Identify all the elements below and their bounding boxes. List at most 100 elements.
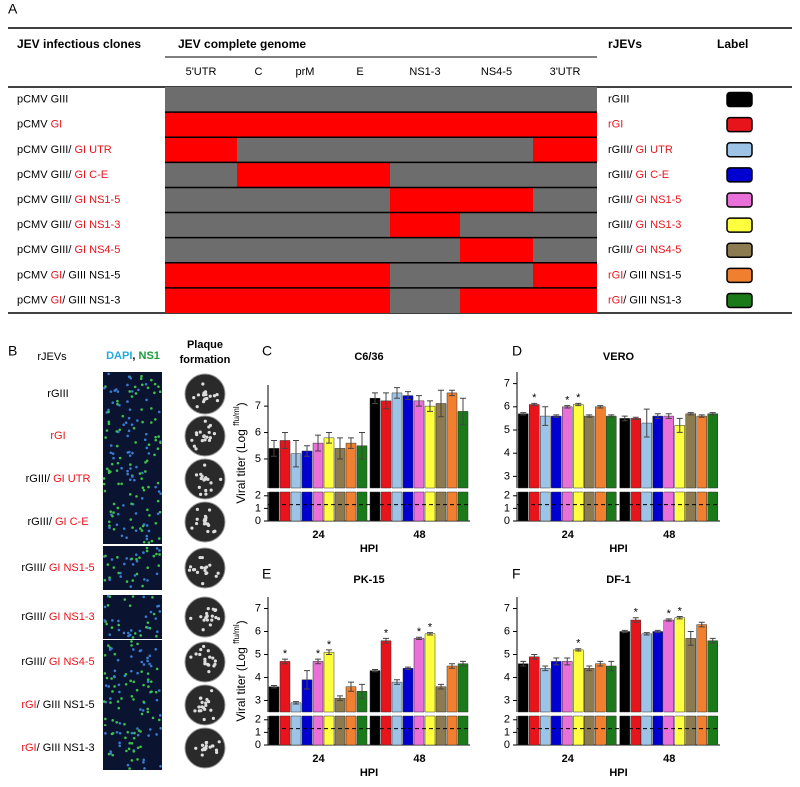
- label-part: rGIII/: [27, 516, 55, 528]
- cell: [111, 753, 115, 757]
- plaque: [192, 444, 196, 448]
- cell: [155, 698, 159, 702]
- significance: *: [678, 605, 683, 617]
- genome-segment: [165, 162, 237, 188]
- x-tick-label: 48: [413, 753, 425, 765]
- label: rGIII/ GI NS1-5: [608, 194, 681, 206]
- plaque: [202, 522, 207, 526]
- genome-segment: [280, 212, 330, 238]
- cell: [110, 462, 114, 466]
- cell: [136, 758, 139, 761]
- error-bar: [271, 685, 277, 689]
- bar: [435, 403, 447, 522]
- plaque: [194, 473, 199, 477]
- cell: [134, 441, 137, 444]
- plaque: [202, 746, 206, 751]
- bar: [402, 395, 414, 522]
- label-part: DAPI: [106, 350, 132, 362]
- cell: [159, 765, 162, 768]
- error-bar: [665, 618, 672, 622]
- plaque: [211, 656, 215, 660]
- cell: [108, 526, 111, 530]
- cell: [157, 564, 161, 567]
- cell: [115, 469, 119, 472]
- cell: [109, 470, 112, 474]
- y-tick-label: 3: [504, 470, 510, 482]
- genome-segment: [165, 212, 237, 238]
- cell: [157, 490, 161, 493]
- cell: [142, 663, 146, 666]
- bar: [551, 661, 562, 746]
- x-axis-label: HPI: [609, 767, 627, 779]
- plaque: [210, 618, 214, 622]
- cell: [135, 557, 138, 561]
- plaque: [215, 393, 219, 397]
- cell: [140, 374, 143, 378]
- plaque: [214, 615, 218, 620]
- error-bar: [427, 632, 433, 636]
- cell: [102, 477, 106, 480]
- cell: [146, 579, 149, 582]
- plaque: [201, 382, 205, 386]
- bar: [663, 415, 674, 522]
- plaque: [207, 430, 211, 435]
- micrograph: [103, 546, 162, 590]
- cell: [147, 685, 150, 688]
- label: rGIII/ GI C-E: [27, 516, 88, 528]
- plaque: [209, 488, 213, 492]
- chart-title: VERO: [603, 351, 635, 363]
- error-bar: [359, 683, 365, 699]
- label-part: rGI: [608, 294, 623, 306]
- plaque: [211, 716, 215, 720]
- cell: [107, 520, 111, 524]
- cell: [147, 485, 150, 489]
- plaque: [209, 481, 213, 485]
- y-axis-label-part: ): [234, 402, 248, 406]
- cell: [126, 400, 129, 403]
- label: rGIII/ GI NS1-3: [608, 219, 681, 231]
- error-bar: [687, 412, 694, 416]
- label-part: / GIII NS1-3: [62, 294, 120, 306]
- plaque: [189, 616, 193, 621]
- cell: [145, 446, 149, 450]
- cell: [133, 632, 137, 635]
- cell: [146, 656, 149, 660]
- cell: [131, 526, 134, 529]
- label-part: GI: [51, 269, 63, 281]
- plaque: [190, 526, 194, 530]
- cell: [110, 647, 113, 650]
- cell: [132, 680, 136, 684]
- plaque: [217, 740, 221, 744]
- label-part: rGIII/: [21, 562, 49, 574]
- label: pCMV GIII/ GI C-E: [17, 169, 108, 181]
- genome-segment: [237, 287, 280, 313]
- error-bar: [438, 683, 444, 690]
- genome-segment: [460, 162, 533, 188]
- genome-segment: [390, 87, 460, 113]
- plaque: [202, 434, 206, 438]
- genome-segment: [165, 287, 237, 313]
- plaque: [194, 521, 199, 526]
- genome-segment: [460, 262, 533, 288]
- cell: [120, 697, 123, 700]
- cell: [136, 642, 139, 646]
- cell: [141, 471, 144, 475]
- cell: [134, 392, 138, 395]
- plaque: [203, 517, 207, 522]
- cell: [156, 605, 159, 608]
- label-part: GI C-E: [636, 169, 670, 181]
- bar: [391, 392, 403, 522]
- label: pCMV GIII/ GI UTR: [17, 144, 112, 156]
- cell: [124, 736, 127, 740]
- cell: [159, 726, 162, 730]
- label: rGI/ GIII NS1-5: [608, 269, 681, 281]
- error-bar: [586, 665, 593, 672]
- plaque: [209, 708, 213, 712]
- label-part: GI NS1-5: [74, 194, 120, 206]
- cell: [111, 514, 114, 518]
- header: rJEVs: [608, 37, 642, 51]
- plaque: [210, 614, 214, 618]
- plaque: [207, 663, 211, 667]
- cell: [151, 716, 155, 720]
- cell: [157, 537, 161, 540]
